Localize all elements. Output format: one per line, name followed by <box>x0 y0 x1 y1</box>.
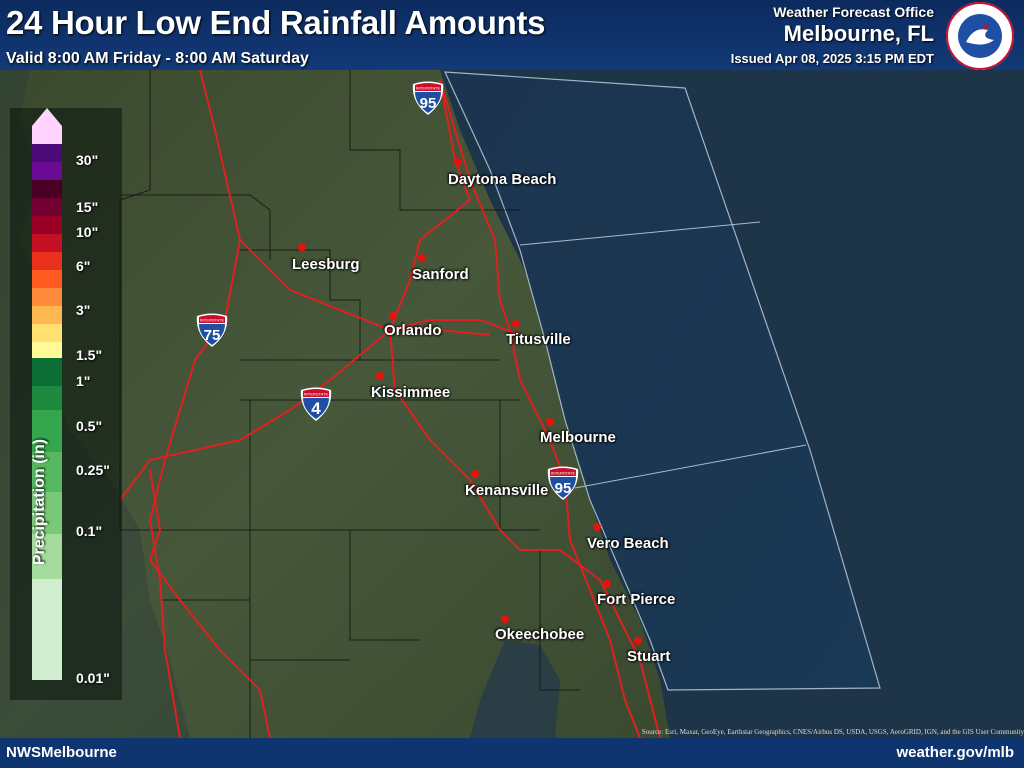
interstate-shield-icon: INTERSTATE 95 <box>412 81 444 115</box>
legend-tick-label: 0.25" <box>76 462 110 478</box>
map-title: 24 Hour Low End Rainfall Amounts <box>6 4 546 41</box>
city-label: Fort Pierce <box>597 591 676 608</box>
footer-website-link[interactable]: weather.gov/mlb <box>896 744 1014 761</box>
shield-label: INTERSTATE <box>551 471 576 476</box>
footer-social-handle[interactable]: NWSMelbourne <box>6 744 117 761</box>
legend-tick-label: 3" <box>76 302 91 318</box>
issued-timestamp: Issued Apr 08, 2025 3:15 PM EDT <box>730 51 934 66</box>
city-label: Stuart <box>627 648 671 665</box>
legend-swatch <box>32 306 62 324</box>
city-marker-icon[interactable] <box>546 418 554 426</box>
city-label: Orlando <box>384 322 442 339</box>
legend-swatch <box>32 198 62 216</box>
city-marker-icon[interactable] <box>376 372 384 380</box>
legend-swatch <box>32 452 62 492</box>
city-marker-icon[interactable] <box>454 158 462 166</box>
legend-swatch <box>32 342 62 360</box>
legend-swatch <box>32 144 62 162</box>
shield-number: 95 <box>420 95 437 112</box>
shield-number: 75 <box>204 327 221 344</box>
city-marker-icon[interactable] <box>501 615 509 623</box>
city-marker-icon[interactable] <box>471 470 479 478</box>
legend-swatch <box>32 534 62 579</box>
legend-tick-label: 0.1" <box>76 523 103 539</box>
city-label: Kissimmee <box>371 384 451 401</box>
city-marker-icon[interactable] <box>593 523 601 531</box>
shield-label: INTERSTATE <box>200 318 225 323</box>
legend-tick-label: 1" <box>76 373 91 389</box>
map-source-attribution: Source: Esri, Maxar, GeoEye, Earthstar G… <box>641 728 1024 736</box>
shield-label: INTERSTATE <box>416 86 441 91</box>
legend-tick-label: 15" <box>76 199 99 215</box>
interstate-shield-icon: INTERSTATE 95 <box>547 466 579 500</box>
legend-swatch <box>32 386 62 412</box>
legend-swatch <box>32 410 62 452</box>
city-marker-icon[interactable] <box>298 243 306 251</box>
legend-swatch <box>32 324 62 342</box>
city-label: Leesburg <box>292 256 360 273</box>
city-marker-icon[interactable] <box>603 580 611 588</box>
legend-swatch <box>32 492 62 534</box>
legend-swatch <box>32 162 62 180</box>
legend-tick-label: 0.01" <box>76 670 110 686</box>
legend-color-bar <box>32 108 62 680</box>
precipitation-legend: Precipitation (in) 30" 15" 10" 6" 3" 1.5" 1" 0.… <box>10 108 122 700</box>
city-label: Vero Beach <box>587 535 669 552</box>
valid-period: Valid 8:00 AM Friday - 8:00 AM Saturday <box>6 50 309 67</box>
legend-title: Precipitation (in) <box>31 438 48 566</box>
nws-logo[interactable] <box>944 0 1016 72</box>
office-label: Weather Forecast Office <box>773 4 934 20</box>
legend-arrow-icon <box>32 108 62 126</box>
shield-number: 4 <box>311 399 321 418</box>
legend-tick-label: 10" <box>76 224 99 240</box>
city-label: Sanford <box>412 266 469 283</box>
legend-swatch <box>32 358 62 386</box>
shield-label: INTERSTATE <box>304 392 329 397</box>
legend-tick-label: 6" <box>76 258 91 274</box>
legend-swatch <box>32 288 62 306</box>
interstate-shield-icon: INTERSTATE 4 <box>300 387 332 421</box>
city-label: Melbourne <box>540 429 616 446</box>
city-label: Daytona Beach <box>448 171 557 188</box>
legend-swatch <box>32 579 62 680</box>
city-marker-icon[interactable] <box>418 254 426 262</box>
legend-swatch <box>32 126 62 144</box>
legend-tick-label: 1.5" <box>76 347 103 363</box>
city-marker-icon[interactable] <box>389 312 397 320</box>
legend-swatch <box>32 270 62 288</box>
interstate-shield-icon: INTERSTATE 75 <box>196 313 228 347</box>
legend-swatch <box>32 216 62 234</box>
city-marker-icon[interactable] <box>634 637 642 645</box>
city-label: Titusville <box>506 331 571 348</box>
legend-tick-label: 0.5" <box>76 418 103 434</box>
city-label: Kenansville <box>465 482 549 499</box>
legend-swatch <box>32 234 62 252</box>
office-name: Melbourne, FL <box>783 21 934 46</box>
header-bar: 24 Hour Low End Rainfall Amounts Valid 8… <box>0 0 1024 70</box>
marine-zone-outline <box>444 71 881 691</box>
city-label: Okeechobee <box>495 626 585 643</box>
shield-number: 95 <box>555 480 572 497</box>
footer-bar: NWSMelbourne weather.gov/mlb <box>0 738 1024 768</box>
legend-swatch <box>32 252 62 270</box>
city-marker-icon[interactable] <box>512 320 520 328</box>
legend-tick-label: 30" <box>76 152 99 168</box>
legend-swatch <box>32 180 62 198</box>
